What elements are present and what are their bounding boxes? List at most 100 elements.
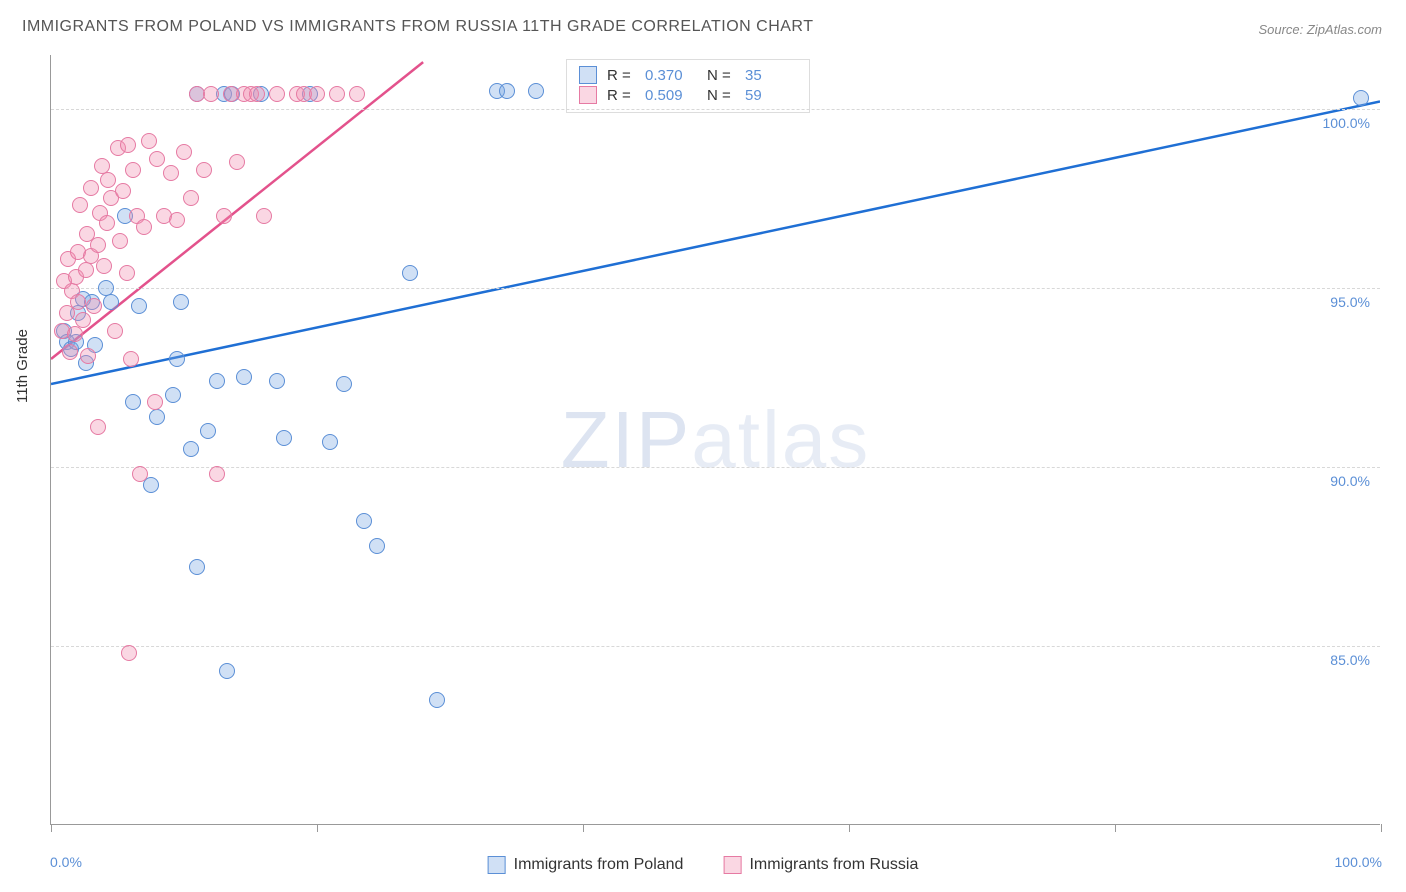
scatter-point-poland — [103, 294, 119, 310]
scatter-point-russia — [99, 215, 115, 231]
source-attribution: Source: ZipAtlas.com — [1258, 22, 1382, 37]
n-label: N = — [707, 67, 735, 84]
scatter-point-russia — [349, 86, 365, 102]
scatter-point-russia — [209, 466, 225, 482]
scatter-point-russia — [125, 162, 141, 178]
scatter-point-russia — [149, 151, 165, 167]
scatter-point-russia — [169, 212, 185, 228]
r-value-russia: 0.509 — [645, 87, 697, 104]
y-tick-label: 100.0% — [1323, 115, 1370, 131]
legend-row-russia: R = 0.509 N = 59 — [579, 86, 797, 104]
scatter-point-russia — [115, 183, 131, 199]
scatter-point-russia — [256, 208, 272, 224]
scatter-point-russia — [86, 298, 102, 314]
legend-swatch-poland — [488, 856, 506, 874]
scatter-point-poland — [499, 83, 515, 99]
x-tick — [51, 824, 52, 832]
scatter-point-russia — [229, 154, 245, 170]
scatter-point-poland — [369, 538, 385, 554]
x-axis-min-label: 0.0% — [50, 854, 82, 870]
scatter-point-poland — [219, 663, 235, 679]
y-tick-label: 95.0% — [1330, 294, 1370, 310]
trend-line-poland — [51, 101, 1380, 384]
scatter-point-russia — [80, 348, 96, 364]
r-label: R = — [607, 67, 635, 84]
scatter-point-russia — [203, 86, 219, 102]
scatter-point-russia — [163, 165, 179, 181]
gridline — [51, 467, 1380, 468]
scatter-point-russia — [136, 219, 152, 235]
x-tick — [583, 824, 584, 832]
scatter-point-poland — [125, 394, 141, 410]
scatter-point-poland — [276, 430, 292, 446]
scatter-point-russia — [90, 419, 106, 435]
scatter-point-poland — [269, 373, 285, 389]
scatter-point-russia — [75, 312, 91, 328]
scatter-point-russia — [62, 344, 78, 360]
scatter-point-poland — [322, 434, 338, 450]
y-axis-title: 11th Grade — [14, 329, 31, 403]
legend-swatch-poland — [579, 66, 597, 84]
scatter-point-russia — [78, 262, 94, 278]
r-label: R = — [607, 87, 635, 104]
scatter-point-russia — [196, 162, 212, 178]
gridline — [51, 288, 1380, 289]
scatter-point-russia — [249, 86, 265, 102]
scatter-point-russia — [119, 265, 135, 281]
scatter-point-russia — [70, 294, 86, 310]
legend-row-poland: R = 0.370 N = 35 — [579, 66, 797, 84]
scatter-point-poland — [402, 265, 418, 281]
scatter-point-russia — [83, 180, 99, 196]
n-value-russia: 59 — [745, 87, 797, 104]
watermark-zip: ZIP — [561, 395, 691, 484]
scatter-point-russia — [176, 144, 192, 160]
scatter-point-russia — [216, 208, 232, 224]
correlation-legend: R = 0.370 N = 35 R = 0.509 N = 59 — [566, 59, 810, 113]
legend-item-russia: Immigrants from Russia — [723, 856, 918, 874]
scatter-point-russia — [132, 466, 148, 482]
legend-item-poland: Immigrants from Poland — [488, 856, 684, 874]
scatter-point-poland — [189, 559, 205, 575]
x-tick — [1381, 824, 1382, 832]
scatter-point-poland — [356, 513, 372, 529]
plot-area: ZIPatlas R = 0.370 N = 35 R = 0.509 N = 59 85.0… — [50, 55, 1380, 825]
scatter-point-poland — [183, 441, 199, 457]
n-value-poland: 35 — [745, 67, 797, 84]
scatter-point-poland — [149, 409, 165, 425]
scatter-point-poland — [528, 83, 544, 99]
scatter-point-poland — [173, 294, 189, 310]
scatter-point-russia — [67, 326, 83, 342]
legend-label-russia: Immigrants from Russia — [749, 856, 918, 874]
x-axis-max-label: 100.0% — [1335, 854, 1382, 870]
watermark: ZIPatlas — [561, 394, 870, 486]
legend-swatch-russia — [579, 86, 597, 104]
legend-label-poland: Immigrants from Poland — [514, 856, 684, 874]
legend-swatch-russia — [723, 856, 741, 874]
scatter-point-poland — [200, 423, 216, 439]
scatter-point-russia — [100, 172, 116, 188]
scatter-point-russia — [112, 233, 128, 249]
scatter-point-russia — [309, 86, 325, 102]
scatter-point-poland — [336, 376, 352, 392]
scatter-point-poland — [236, 369, 252, 385]
n-label: N = — [707, 87, 735, 104]
scatter-point-russia — [147, 394, 163, 410]
scatter-point-russia — [183, 190, 199, 206]
scatter-point-russia — [72, 197, 88, 213]
scatter-point-poland — [1353, 90, 1369, 106]
gridline — [51, 109, 1380, 110]
scatter-point-russia — [123, 351, 139, 367]
scatter-point-russia — [96, 258, 112, 274]
gridline — [51, 646, 1380, 647]
y-tick-label: 85.0% — [1330, 652, 1370, 668]
scatter-point-poland — [429, 692, 445, 708]
scatter-point-russia — [90, 237, 106, 253]
y-tick-label: 90.0% — [1330, 473, 1370, 489]
scatter-point-russia — [141, 133, 157, 149]
scatter-point-russia — [121, 645, 137, 661]
scatter-point-poland — [209, 373, 225, 389]
scatter-point-russia — [107, 323, 123, 339]
r-value-poland: 0.370 — [645, 67, 697, 84]
scatter-point-russia — [120, 137, 136, 153]
scatter-point-poland — [165, 387, 181, 403]
